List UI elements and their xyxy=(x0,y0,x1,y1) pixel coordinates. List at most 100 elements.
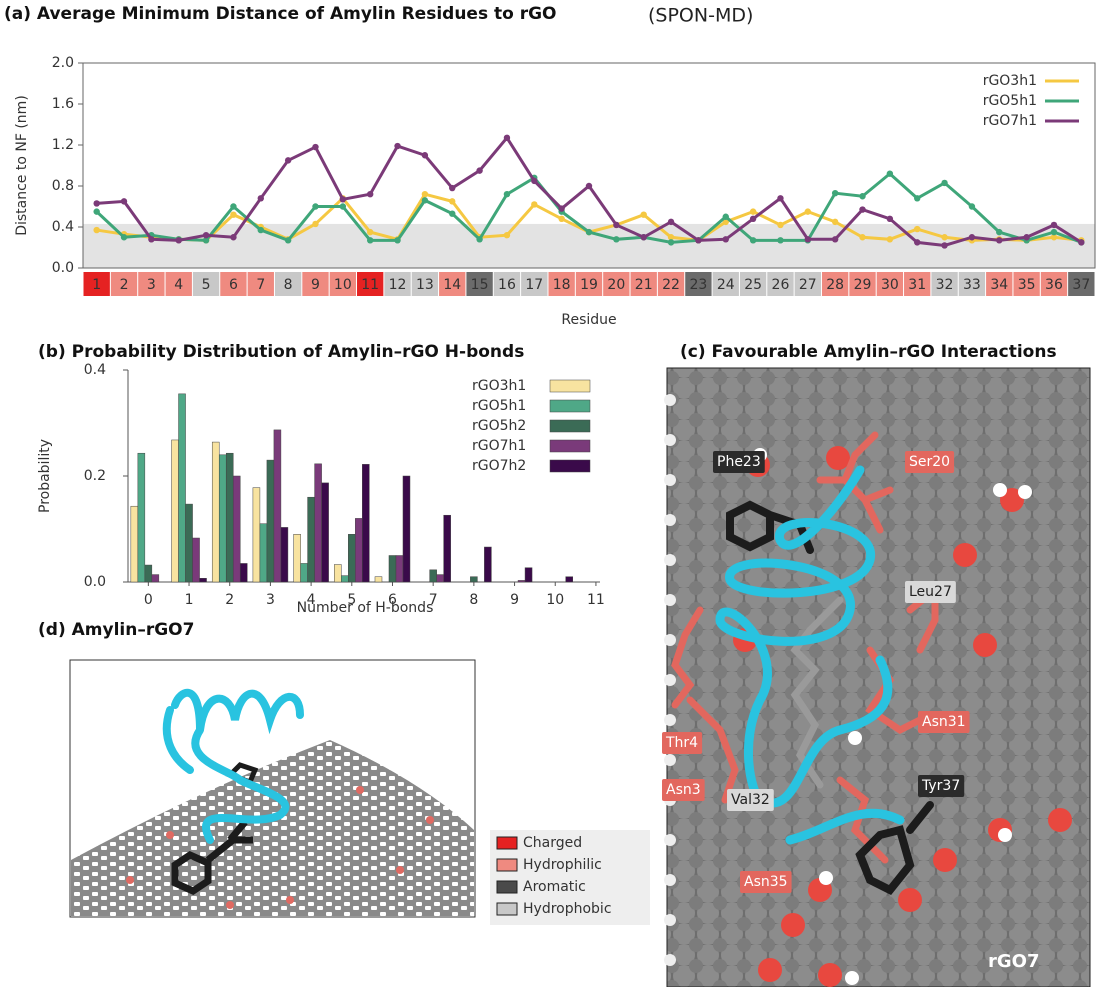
legend-label: rGO3h1 xyxy=(983,73,1037,89)
data-point xyxy=(558,205,564,211)
legend-swatch xyxy=(550,400,590,412)
residue-legend-swatch xyxy=(497,859,517,871)
y-tick-label: 0.8 xyxy=(52,178,74,194)
bar xyxy=(430,570,437,582)
bar xyxy=(193,538,200,582)
bar xyxy=(253,488,260,582)
data-point xyxy=(1051,229,1057,235)
data-point xyxy=(723,214,729,220)
y-tick-label: 0.4 xyxy=(52,219,74,235)
residue-legend-label: Charged xyxy=(523,835,582,851)
data-point xyxy=(367,237,373,243)
bar xyxy=(260,524,267,582)
data-point xyxy=(531,201,537,207)
x-tick-label: 4 xyxy=(174,277,183,293)
data-point xyxy=(422,197,428,203)
residue-label: Val32 xyxy=(727,789,774,811)
x-tick-label: 27 xyxy=(799,277,817,293)
bar xyxy=(233,476,240,582)
residue-label-text: Asn3 xyxy=(666,782,701,798)
x-tick-label: 3 xyxy=(266,592,275,608)
bar xyxy=(322,483,329,582)
data-point xyxy=(148,236,154,242)
data-point xyxy=(1023,234,1029,240)
bar xyxy=(145,565,152,582)
legend-swatch xyxy=(550,440,590,452)
x-tick-label: 10 xyxy=(334,277,352,293)
data-point xyxy=(969,234,975,240)
data-point xyxy=(750,216,756,222)
x-tick-label: 25 xyxy=(744,277,762,293)
data-point xyxy=(914,239,920,245)
x-tick-label: 21 xyxy=(635,277,653,293)
x-tick-label: 23 xyxy=(689,277,707,293)
data-point xyxy=(121,234,127,240)
x-tick-label: 10 xyxy=(546,592,564,608)
data-point xyxy=(941,180,947,186)
legend-label: rGO5h1 xyxy=(472,398,526,414)
x-tick-label: 13 xyxy=(416,277,434,293)
bar xyxy=(172,440,179,582)
bar xyxy=(362,464,369,582)
bar xyxy=(315,464,322,582)
data-point xyxy=(340,203,346,209)
x-tick-label: 2 xyxy=(120,277,129,293)
bar xyxy=(186,504,193,582)
bar xyxy=(444,515,451,582)
data-point xyxy=(1051,222,1057,228)
data-point xyxy=(887,171,893,177)
panel-a-subtitle: (SPON-MD) xyxy=(648,5,753,27)
residue-label-text: Leu27 xyxy=(909,584,952,600)
data-point xyxy=(887,236,893,242)
data-point xyxy=(641,212,647,218)
bar xyxy=(341,576,348,582)
data-point xyxy=(93,200,99,206)
data-point xyxy=(476,167,482,173)
residue-label: Asn35 xyxy=(740,871,792,893)
data-point xyxy=(859,234,865,240)
x-tick-label: 31 xyxy=(908,277,926,293)
x-tick-label: 24 xyxy=(717,277,735,293)
panel-d-image xyxy=(70,660,475,917)
data-point xyxy=(394,237,400,243)
data-point xyxy=(504,135,510,141)
data-point xyxy=(1078,239,1084,245)
x-tick-label: 1 xyxy=(92,277,101,293)
x-tick-label: 33 xyxy=(963,277,981,293)
x-tick-label: 7 xyxy=(256,277,265,293)
data-point xyxy=(449,185,455,191)
panel-b-title: (b) Probability Distribution of Amylin–r… xyxy=(38,342,524,362)
residue-label: Asn3 xyxy=(662,779,705,801)
residue-legend-label: Hydrophobic xyxy=(523,901,612,917)
x-tick-label: 16 xyxy=(498,277,516,293)
bar xyxy=(294,534,301,582)
bar xyxy=(308,497,315,582)
x-tick-label: 6 xyxy=(229,277,238,293)
x-tick-label: 37 xyxy=(1072,277,1090,293)
data-point xyxy=(230,234,236,240)
data-point xyxy=(422,191,428,197)
residue-label-text: Thr4 xyxy=(665,735,698,751)
data-point xyxy=(312,203,318,209)
bar xyxy=(403,476,410,582)
x-tick-label: 18 xyxy=(553,277,571,293)
bar xyxy=(138,453,145,582)
legend-swatch xyxy=(550,380,590,392)
data-point xyxy=(504,191,510,197)
residue-label-text: Asn31 xyxy=(922,714,966,730)
x-tick-label: 26 xyxy=(772,277,790,293)
data-point xyxy=(531,178,537,184)
x-tick-label: 1 xyxy=(185,592,194,608)
y-tick-label: 1.6 xyxy=(52,96,74,112)
data-point xyxy=(367,229,373,235)
legend-swatch xyxy=(550,460,590,472)
bar xyxy=(179,394,186,582)
residue-legend-swatch xyxy=(497,903,517,915)
bar xyxy=(484,547,491,582)
bar xyxy=(152,575,159,582)
data-point xyxy=(777,195,783,201)
residue-legend-swatch xyxy=(497,881,517,893)
residue-label-text: Tyr37 xyxy=(921,778,960,794)
bar xyxy=(212,442,219,582)
legend-label: rGO3h1 xyxy=(472,378,526,394)
